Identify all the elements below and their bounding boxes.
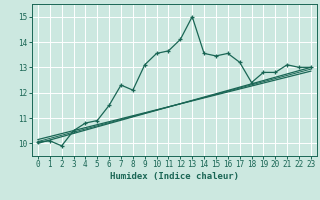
X-axis label: Humidex (Indice chaleur): Humidex (Indice chaleur) bbox=[110, 172, 239, 181]
